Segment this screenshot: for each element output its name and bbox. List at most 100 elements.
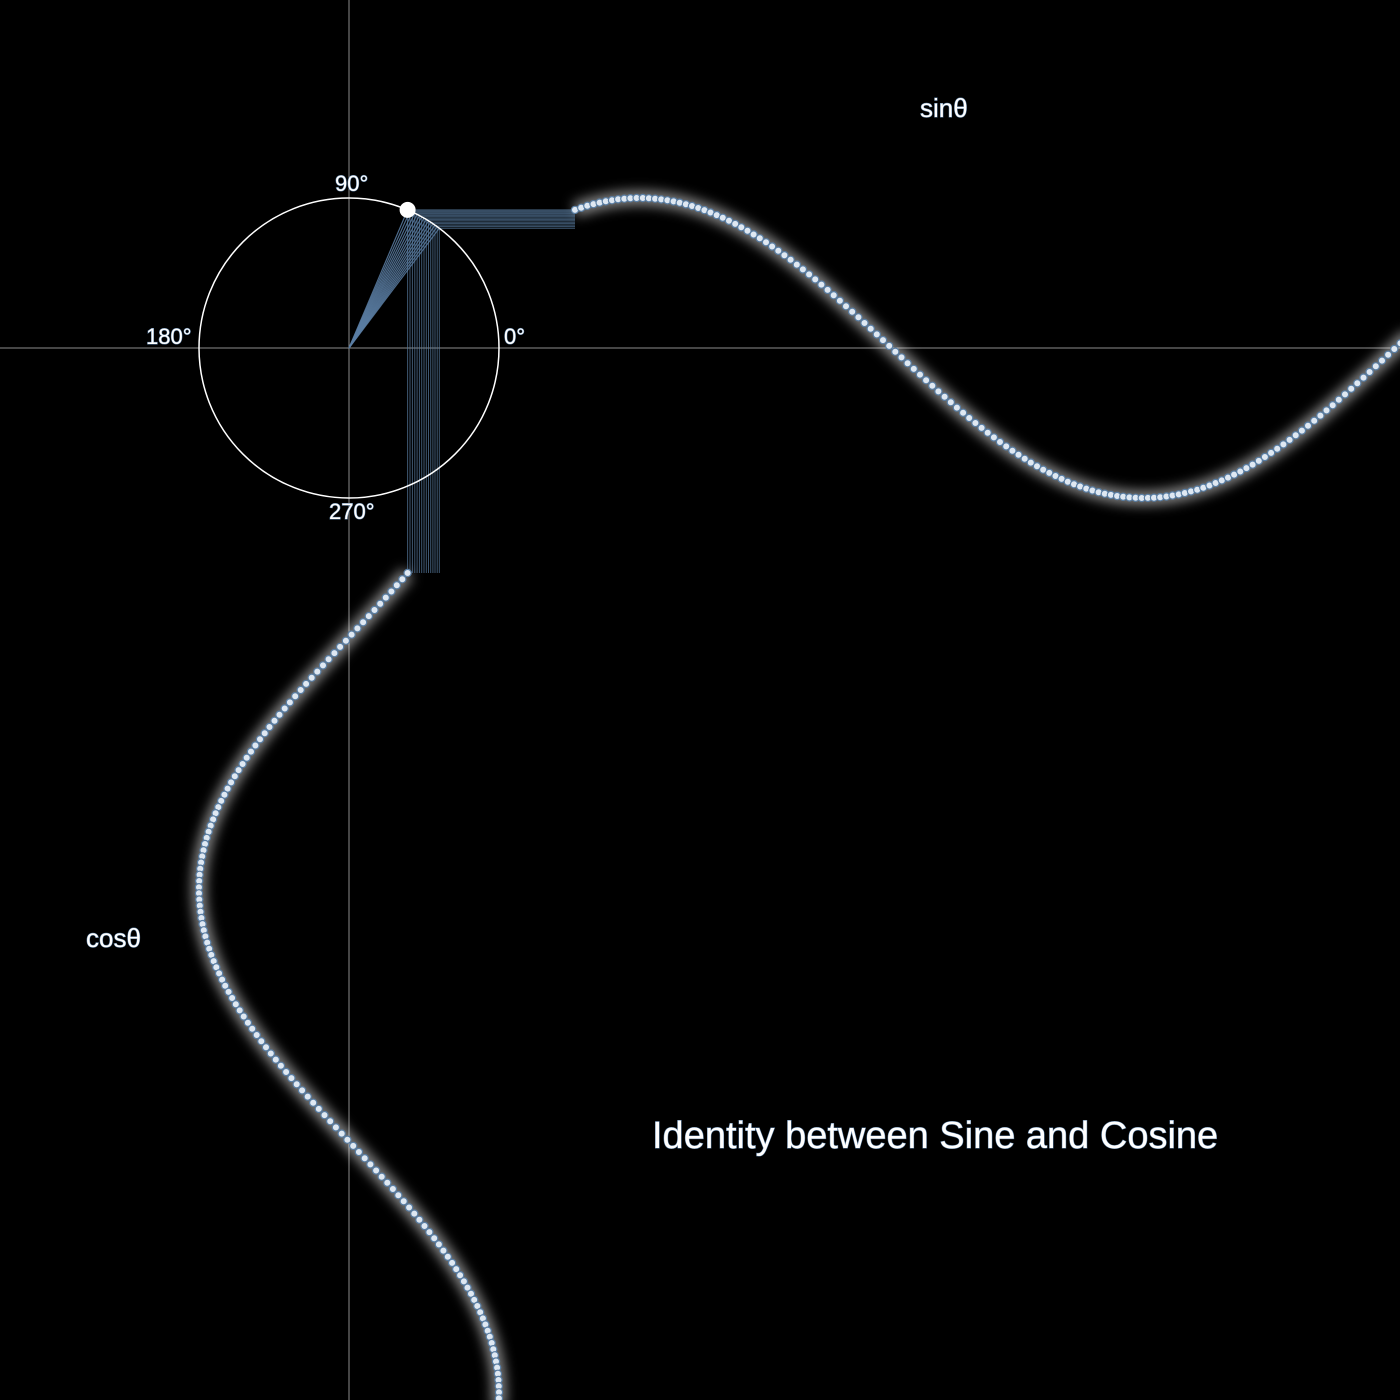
cosine-point	[455, 1270, 465, 1280]
sine-point	[1248, 460, 1257, 469]
sine-point	[823, 285, 832, 295]
cosine-point	[324, 655, 333, 664]
cosine-point	[239, 1012, 248, 1021]
sine-point	[1383, 350, 1393, 359]
cosine-point	[425, 1227, 434, 1237]
sine-point	[792, 260, 802, 269]
sine-point	[1285, 435, 1294, 445]
cosine-point	[251, 741, 260, 750]
cosine-point	[220, 981, 230, 990]
cosine-point	[392, 581, 401, 590]
sine-point	[915, 370, 925, 379]
sine-point	[731, 219, 740, 229]
cosine-point	[377, 1172, 386, 1181]
cosine-point	[326, 1116, 335, 1126]
sine-point	[965, 413, 974, 423]
sine-point	[860, 318, 869, 328]
sine-point	[1322, 406, 1331, 415]
cosine-point	[399, 1197, 408, 1206]
sine-point	[749, 230, 758, 239]
sine-point	[737, 223, 746, 232]
cosine-point	[266, 1049, 275, 1058]
cosine-point	[420, 1221, 429, 1231]
cosine-point	[242, 753, 251, 763]
sine-point	[971, 418, 980, 428]
sine-point	[755, 234, 765, 243]
sine-point	[1365, 367, 1374, 377]
cosine-point	[398, 575, 407, 584]
sine-point	[1014, 450, 1023, 459]
cosine-point	[292, 1080, 301, 1089]
cosine-point	[309, 1098, 318, 1108]
sine-point	[983, 428, 992, 437]
sine-point	[1008, 446, 1017, 455]
cosine-point	[238, 759, 247, 769]
sine-point	[1346, 384, 1356, 393]
sine-point	[798, 265, 808, 274]
sine-point	[1303, 421, 1313, 430]
sine-point	[958, 408, 968, 417]
sine-point	[934, 387, 943, 396]
sine-point	[835, 296, 845, 305]
cosine-point	[354, 1147, 364, 1157]
cosine-point	[226, 778, 236, 787]
sine-wave	[570, 193, 1400, 503]
cosine-point	[394, 1190, 403, 1200]
sine-point	[829, 291, 838, 300]
cosine-point	[349, 1141, 358, 1151]
cosine-point	[291, 692, 300, 701]
cosine-point	[459, 1277, 469, 1286]
cosine-point	[303, 1092, 312, 1101]
cosine-label: cosθ	[86, 923, 141, 953]
cosine-point	[280, 704, 289, 713]
degree-label-270: 270°	[329, 499, 375, 524]
cosine-point	[341, 636, 351, 646]
sine-point	[866, 324, 875, 333]
sine-point	[761, 238, 771, 247]
sine-point	[928, 381, 937, 390]
sine-point	[1353, 379, 1362, 388]
sine-point	[977, 423, 986, 433]
cosine-point	[271, 1055, 280, 1064]
sine-point	[1309, 416, 1319, 425]
cosine-point	[287, 1073, 296, 1083]
sine-point	[1026, 458, 1036, 467]
cosine-point	[358, 618, 368, 627]
sine-point	[891, 347, 900, 356]
cosine-point	[443, 1252, 452, 1262]
sine-point	[1272, 444, 1282, 453]
projection-lines	[407, 209, 575, 573]
sine-point	[1236, 467, 1245, 476]
sine-point	[1279, 440, 1288, 449]
cosine-point	[246, 747, 256, 756]
sine-point	[774, 246, 783, 255]
sine-point	[841, 302, 851, 311]
sine-point	[1291, 431, 1300, 440]
cosine-point	[257, 1036, 266, 1046]
sine-point	[1377, 356, 1387, 365]
cosine-point	[360, 1153, 369, 1163]
sine-point	[743, 226, 752, 235]
sine-point	[1260, 452, 1270, 462]
cosine-point	[364, 611, 373, 621]
sine-point	[1316, 411, 1325, 420]
sine-point	[909, 364, 919, 374]
cosine-point	[343, 1135, 352, 1144]
sine-point	[989, 433, 999, 442]
cosine-point	[410, 1209, 419, 1218]
radius-sweep	[348, 209, 440, 349]
sine-point	[1020, 454, 1029, 463]
cosine-point	[230, 772, 239, 781]
cosine-point	[234, 765, 243, 775]
cosine-point	[227, 993, 237, 1003]
cosine-point	[494, 1394, 504, 1400]
cosine-point	[388, 1184, 398, 1194]
sine-point	[1334, 395, 1344, 404]
sine-point	[1340, 390, 1350, 399]
cosine-point	[370, 605, 379, 615]
sine-point	[1297, 426, 1307, 435]
sine-point	[995, 437, 1005, 447]
cosine-point	[307, 673, 316, 682]
sine-point	[1254, 456, 1264, 466]
